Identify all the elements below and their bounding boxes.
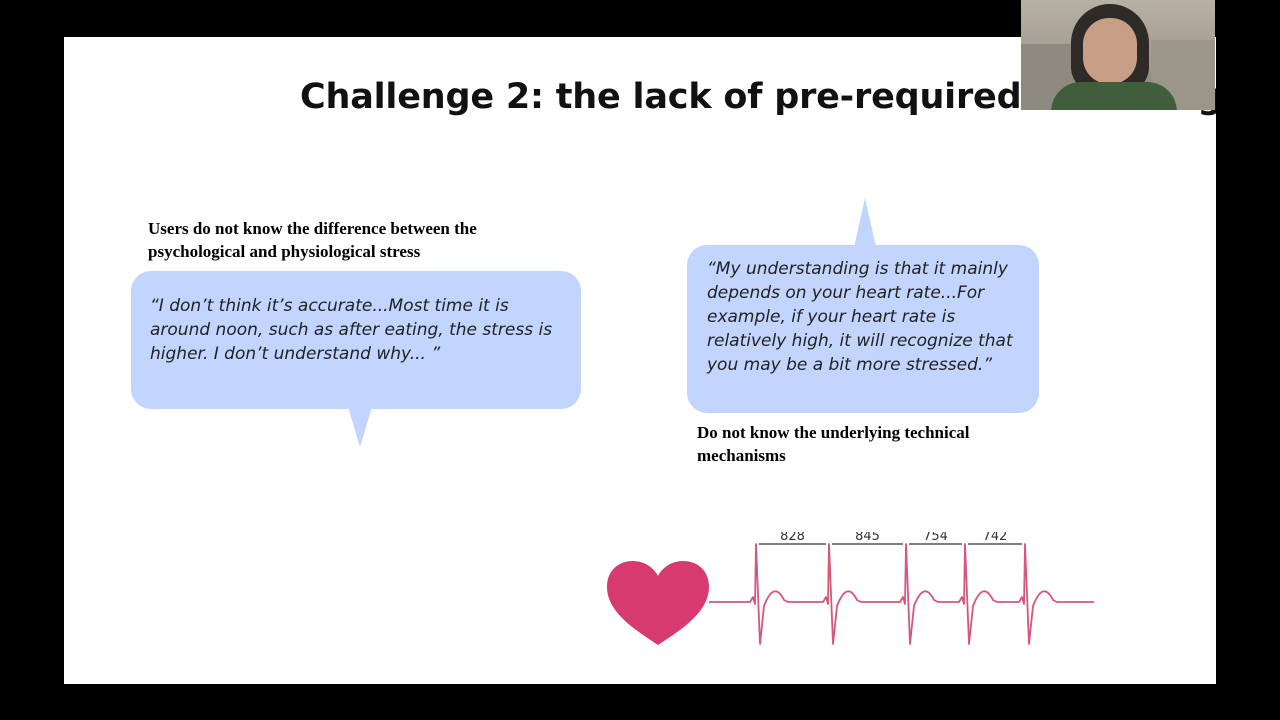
left-quote: “I don’t think it’s accurate...Most time… [131, 271, 581, 409]
ecg-trace [709, 543, 1094, 645]
ecg-interval-label: 845 [855, 532, 880, 544]
ecg-interval-label: 754 [923, 532, 948, 544]
right-bubble-tail [854, 198, 876, 247]
right-caption: Do not know the underlying technical mec… [697, 423, 970, 465]
ecg-interval-label: 742 [983, 532, 1008, 544]
left-caption: Users do not know the difference between… [148, 219, 477, 261]
ecg-interval-label: 828 [780, 532, 805, 544]
webcam-video-thumbnail [1021, 0, 1215, 110]
left-bubble-tail [348, 407, 372, 447]
right-quote: “My understanding is that it mainly depe… [687, 245, 1039, 413]
presentation-slide: Challenge 2: the lack of pre-required kn… [64, 37, 1216, 684]
ecg-waveform: 828 845 754 742 [709, 532, 1094, 645]
heart-icon [607, 561, 709, 645]
